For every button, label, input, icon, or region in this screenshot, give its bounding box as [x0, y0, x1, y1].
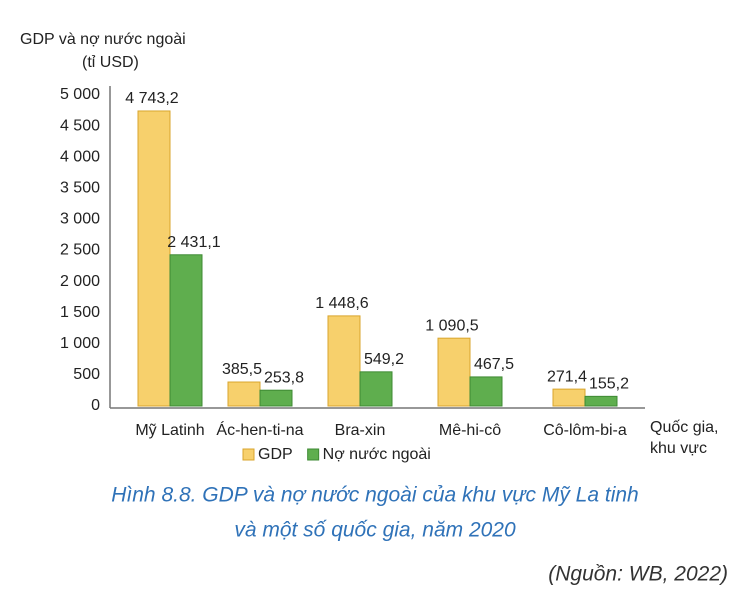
y-axis-title: GDP và nợ nước ngoài	[20, 31, 186, 48]
x-tick-label: Ác-hen-ti-na	[216, 420, 303, 439]
bar	[259, 389, 293, 407]
y-tick-label: 4 000	[60, 148, 100, 165]
y-tick-label: 500	[73, 366, 100, 383]
bar	[169, 254, 203, 407]
bar	[137, 110, 171, 407]
bar	[227, 381, 261, 407]
bar	[359, 371, 393, 407]
bar	[437, 337, 471, 407]
data-label: 467,5	[474, 356, 514, 373]
data-label: 549,2	[364, 351, 404, 368]
legend-swatch	[242, 448, 255, 461]
data-label: 2 431,1	[167, 234, 220, 251]
bar	[552, 388, 586, 407]
bar	[327, 315, 361, 407]
bar	[469, 376, 503, 407]
y-tick-label: 2 500	[60, 242, 100, 259]
source: (Nguồn: WB, 2022)	[548, 563, 728, 586]
legend-label: GDP	[258, 446, 293, 463]
data-label: 271,4	[547, 368, 587, 385]
x-axis-title: Quốc gia,	[650, 419, 718, 436]
x-tick-label: Cô-lôm-bi-a	[543, 422, 627, 439]
y-tick-label: 0	[91, 397, 100, 414]
y-tick-label: 3 500	[60, 180, 100, 197]
x-tick-label: Mỹ Latinh	[135, 422, 204, 439]
y-tick-label: 1 500	[60, 304, 100, 321]
x-axis-title: khu vực	[650, 440, 707, 457]
bar	[584, 395, 618, 407]
caption: và một số quốc gia, năm 2020	[234, 519, 516, 542]
y-tick-label: 2 000	[60, 273, 100, 290]
data-label: 155,2	[589, 376, 629, 393]
y-axis-title: (tỉ USD)	[82, 54, 139, 71]
data-label: 385,5	[222, 361, 262, 378]
x-tick-label: Bra-xin	[335, 422, 386, 439]
y-tick-label: 3 000	[60, 211, 100, 228]
data-label: 1 090,5	[425, 317, 478, 334]
y-tick-label: 1 000	[60, 335, 100, 352]
data-label: 4 743,2	[125, 90, 178, 107]
data-label: 1 448,6	[315, 295, 368, 312]
x-tick-label: Mê-hi-cô	[439, 422, 501, 439]
data-label: 253,8	[264, 369, 304, 386]
y-tick-label: 5 000	[60, 86, 100, 103]
legend-label: Nợ nước ngoài	[323, 446, 431, 463]
legend-swatch	[307, 448, 320, 461]
caption: Hình 8.8. GDP và nợ nước ngoài của khu v…	[111, 484, 638, 507]
y-tick-label: 4 500	[60, 117, 100, 134]
